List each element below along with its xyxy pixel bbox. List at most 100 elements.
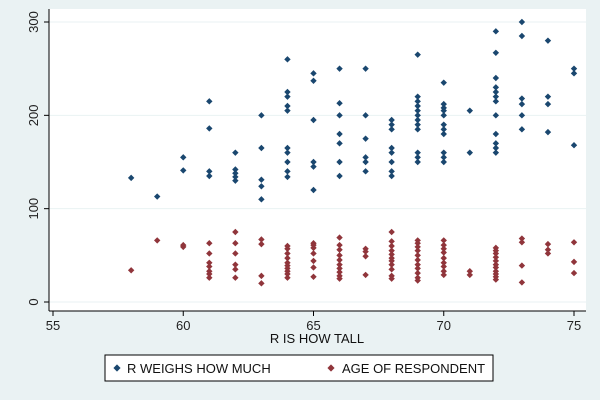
data-point-age-of-respondent [440, 245, 447, 252]
axes [48, 9, 586, 312]
data-point-r-weighs-how-much [414, 51, 421, 58]
data-point-age-of-respondent [414, 240, 421, 247]
data-point-age-of-respondent [388, 261, 395, 268]
data-point-r-weighs-how-much [440, 158, 447, 166]
data-point-r-weighs-how-much [388, 144, 395, 152]
data-point-age-of-respondent [466, 268, 473, 275]
data-point-age-of-respondent [388, 275, 395, 282]
data-point-r-weighs-how-much [518, 100, 526, 108]
data-point-r-weighs-how-much [414, 107, 421, 114]
data-point-age-of-respondent [232, 274, 239, 281]
data-point-age-of-respondent [232, 228, 239, 236]
data-point-age-of-respondent [414, 252, 421, 259]
data-point-age-of-respondent [570, 239, 578, 246]
legend-label-r-weighs-how-much: R WEIGHS HOW MUCH [127, 361, 271, 376]
data-point-age-of-respondent [336, 234, 343, 241]
data-point-r-weighs-how-much [284, 56, 291, 63]
data-point-age-of-respondent [127, 267, 135, 274]
data-point-r-weighs-how-much [570, 70, 578, 77]
y-tick-label-100: 100 [26, 198, 41, 220]
data-point-r-weighs-how-much [232, 149, 239, 156]
data-point-r-weighs-how-much [518, 32, 526, 40]
data-point-age-of-respondent [466, 271, 473, 279]
data-point-r-weighs-how-much [440, 149, 447, 156]
data-point-age-of-respondent [180, 243, 187, 251]
data-point-r-weighs-how-much [258, 176, 265, 183]
data-point-age-of-respondent [206, 270, 213, 278]
data-point-age-of-respondent [388, 238, 395, 245]
data-point-r-weighs-how-much [388, 149, 395, 156]
data-point-r-weighs-how-much [492, 93, 500, 100]
data-point-r-weighs-how-much [310, 116, 317, 124]
x-tick-label-65: 65 [306, 318, 320, 333]
y-tick-label-200: 200 [26, 104, 41, 126]
data-point-r-weighs-how-much [414, 98, 421, 105]
data-point-r-weighs-how-much [492, 88, 500, 96]
data-point-r-weighs-how-much [388, 168, 395, 175]
data-point-r-weighs-how-much [414, 102, 421, 110]
x-axis-ticks: 55 60 65 70 75 [46, 311, 581, 333]
data-point-r-weighs-how-much [310, 158, 317, 166]
data-point-r-weighs-how-much [440, 79, 447, 86]
data-point-age-of-respondent [492, 250, 500, 257]
x-tick-label-75: 75 [567, 318, 581, 333]
data-point-r-weighs-how-much [206, 172, 213, 180]
data-point-age-of-respondent [310, 244, 317, 252]
data-point-age-of-respondent [544, 246, 552, 253]
data-point-r-weighs-how-much [414, 112, 421, 119]
data-point-age-of-respondent [570, 269, 578, 277]
data-point-age-of-respondent [284, 274, 291, 281]
legend-marker-r-weighs-how-much [113, 364, 121, 372]
data-point-r-weighs-how-much [388, 172, 395, 180]
data-point-r-weighs-how-much [180, 167, 187, 174]
data-point-r-weighs-how-much [414, 126, 421, 133]
y-axis-ticks: 0 100 200 300 [26, 11, 49, 306]
data-point-r-weighs-how-much [310, 70, 317, 77]
data-point-r-weighs-how-much [206, 125, 213, 132]
data-point-r-weighs-how-much [284, 173, 291, 181]
data-point-age-of-respondent [440, 268, 447, 275]
data-point-age-of-respondent [440, 241, 447, 249]
data-point-r-weighs-how-much [336, 130, 343, 138]
data-point-r-weighs-how-much [127, 174, 135, 182]
data-point-r-weighs-how-much [388, 126, 395, 133]
data-point-r-weighs-how-much [310, 77, 317, 84]
data-point-r-weighs-how-much [440, 126, 447, 133]
data-point-age-of-respondent [388, 247, 395, 254]
data-point-age-of-respondent [492, 276, 500, 283]
data-point-r-weighs-how-much [362, 65, 369, 72]
data-point-r-weighs-how-much [388, 116, 395, 124]
data-point-r-weighs-how-much [232, 166, 239, 173]
data-point-r-weighs-how-much [310, 163, 317, 170]
data-point-age-of-respondent [310, 264, 317, 271]
data-point-age-of-respondent [310, 250, 317, 257]
data-point-r-weighs-how-much [336, 158, 343, 166]
data-point-age-of-respondent [284, 270, 291, 278]
data-point-r-weighs-how-much [206, 168, 213, 175]
data-point-r-weighs-how-much [284, 102, 291, 110]
data-point-age-of-respondent [362, 248, 369, 255]
data-point-r-weighs-how-much [492, 144, 500, 152]
data-point-age-of-respondent [414, 256, 421, 264]
data-point-age-of-respondent [388, 257, 395, 265]
data-point-r-weighs-how-much [544, 128, 552, 136]
data-point-r-weighs-how-much [336, 172, 343, 180]
data-point-age-of-respondent [336, 252, 343, 259]
data-point-r-weighs-how-much [414, 116, 421, 124]
data-point-r-weighs-how-much [154, 193, 161, 200]
data-point-r-weighs-how-much [492, 140, 500, 147]
legend: R WEIGHS HOW MUCH AGE OF RESPONDENT [104, 354, 494, 382]
data-point-r-weighs-how-much [336, 65, 343, 72]
data-point-r-weighs-how-much [440, 121, 447, 128]
data-point-r-weighs-how-much [362, 158, 369, 166]
data-point-r-weighs-how-much [362, 112, 369, 119]
data-point-age-of-respondent [388, 242, 395, 250]
data-point-age-of-respondent [232, 240, 239, 247]
data-point-age-of-respondent [492, 257, 500, 265]
data-point-age-of-respondent [414, 247, 421, 254]
data-point-age-of-respondent [570, 258, 578, 266]
data-point-r-weighs-how-much [336, 140, 343, 147]
data-point-age-of-respondent [492, 254, 500, 261]
data-point-r-weighs-how-much [466, 149, 473, 156]
